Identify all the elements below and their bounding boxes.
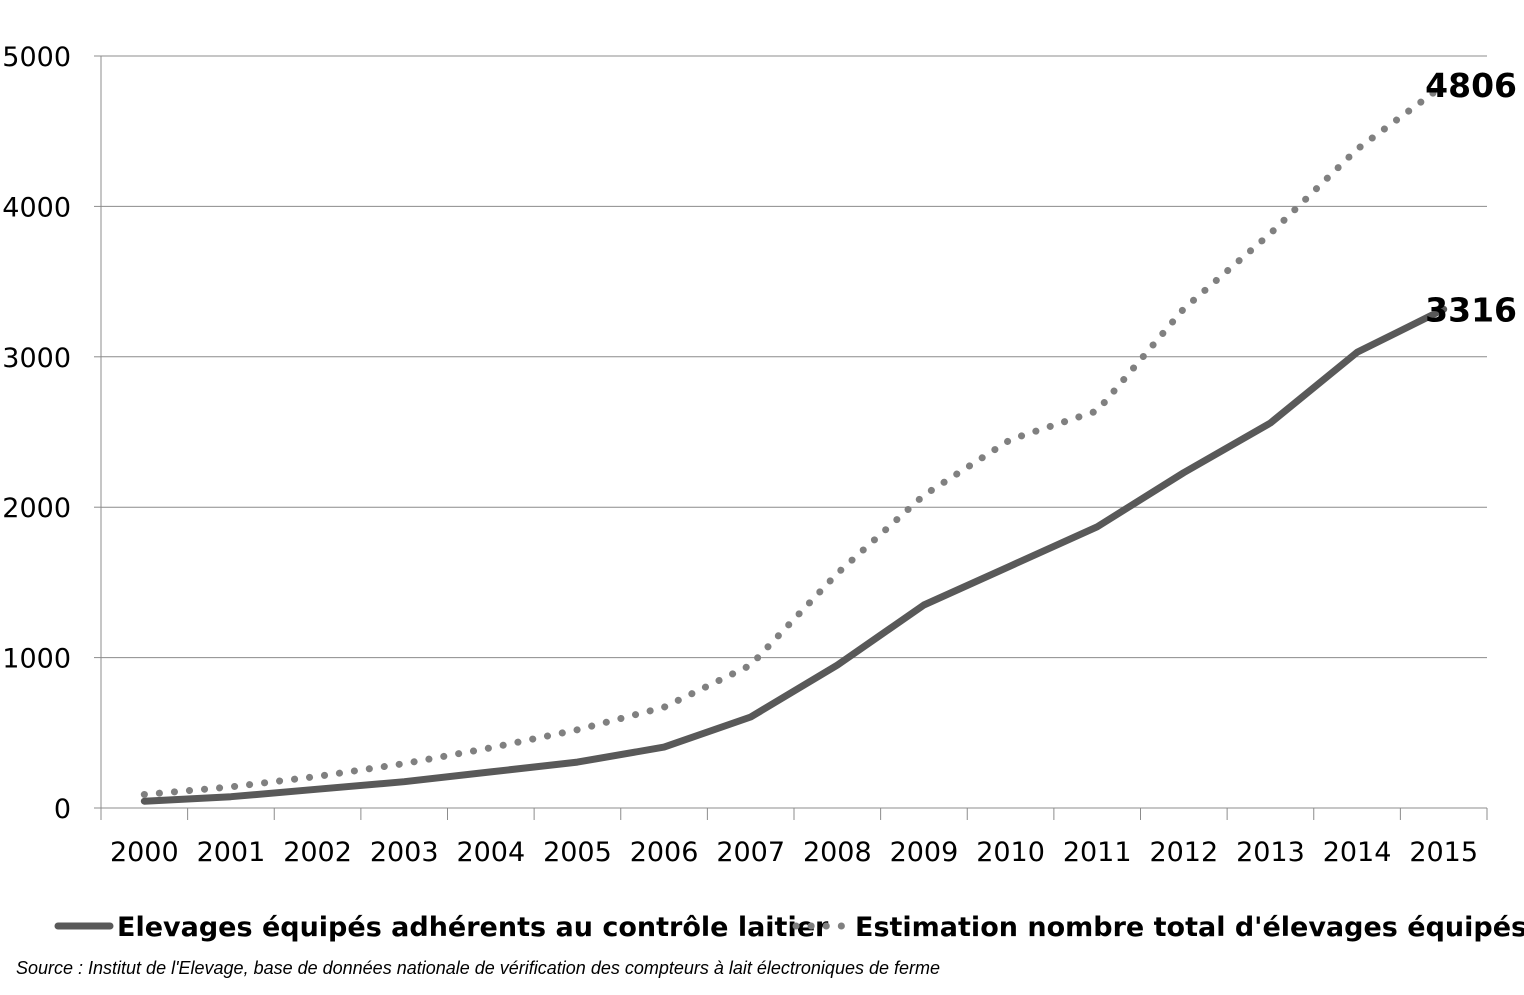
y-tick-label: 5000 (2, 42, 71, 73)
x-tick-label: 2013 (1236, 837, 1305, 868)
x-tick-label: 2006 (630, 837, 699, 868)
x-tick-label: 2004 (456, 837, 525, 868)
y-tick-label: 3000 (2, 343, 71, 374)
x-tick-label: 2010 (976, 837, 1045, 868)
end-label: 3316 (1425, 290, 1517, 329)
x-tick-label: 2005 (543, 837, 612, 868)
x-tick-label: 2003 (370, 837, 439, 868)
x-tick-label: 2008 (803, 837, 872, 868)
series-lines (140, 81, 1448, 805)
y-tick-label: 1000 (2, 644, 71, 675)
x-tick-label: 2012 (1149, 837, 1218, 868)
legend-label: Estimation nombre total d'élevages équip… (855, 912, 1524, 943)
axes (94, 55, 1488, 820)
y-tick-label: 4000 (2, 192, 71, 223)
x-tick-label: 2015 (1409, 837, 1478, 868)
x-tick-label: 2001 (197, 837, 266, 868)
legend: Elevages équipés adhérents au contrôle l… (54, 912, 1524, 943)
y-tick-label: 0 (54, 794, 71, 825)
series-line-adherents (140, 305, 1448, 805)
x-tick-label: 2011 (1063, 837, 1132, 868)
x-axis-ticks: 2000 2001 2002 2003 2004 2005 2006 2007 2008 2009… (110, 837, 1478, 868)
gridlines (101, 55, 1487, 659)
series-line-estimation (140, 81, 1448, 798)
x-tick-label: 2000 (110, 837, 179, 868)
x-tick-label: 2002 (283, 837, 352, 868)
y-tick-label: 2000 (2, 493, 71, 524)
x-tick-label: 2009 (890, 837, 959, 868)
end-label: 4806 (1425, 66, 1517, 105)
x-tick-label: 2007 (716, 837, 785, 868)
end-labels: 3316 4806 (1425, 66, 1517, 329)
x-tick-label: 2014 (1323, 837, 1392, 868)
source-note: Source : Institut de l'Elevage, base de … (16, 958, 940, 978)
y-axis-ticks: 0 1000 2000 3000 4000 5000 (2, 42, 71, 825)
legend-label: Elevages équipés adhérents au contrôle l… (117, 912, 829, 943)
